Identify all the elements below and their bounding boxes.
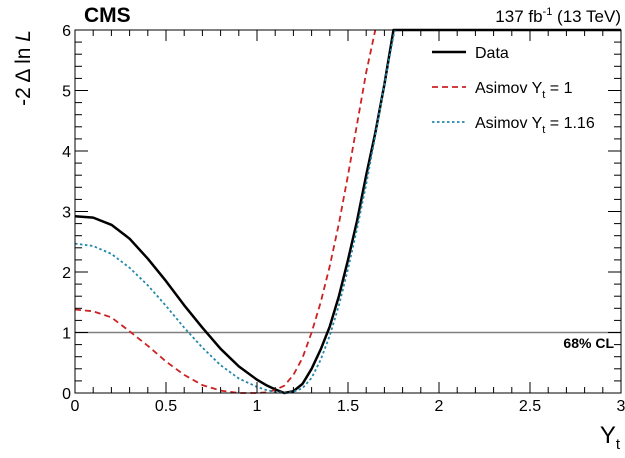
y-tick-label: 3 (62, 205, 71, 222)
y-tick-label: 0 (62, 386, 71, 403)
y-tick-label: 2 (62, 265, 71, 282)
x-tick-label: 2.5 (519, 398, 541, 415)
legend-data-label: Data (475, 45, 509, 62)
y-tick-label: 1 (62, 326, 71, 343)
x-tick-label: 3 (617, 398, 625, 415)
x-axis-title: Yt (600, 422, 621, 453)
x-tick-label: 0.5 (155, 398, 177, 415)
experiment-label: CMS (84, 4, 131, 27)
x-tick-label: 1 (253, 398, 262, 415)
y-tick-label: 6 (62, 23, 71, 40)
legend: Data Asimov Yt = 1 Asimov Yt = 1.16 (432, 45, 595, 136)
x-tick-label: 2 (435, 398, 444, 415)
series-line-2 (74, 29, 397, 394)
y-axis-title: -2 Δ ln L (12, 30, 35, 106)
x-tick-label: 1.5 (337, 398, 359, 415)
series-line-1 (74, 29, 377, 394)
cl-label: 68% CL (563, 335, 614, 351)
legend-asimov1-label: Asimov Yt = 1 (475, 80, 573, 101)
x-tick-label: 0 (71, 398, 80, 415)
series-line-0 (74, 28, 621, 395)
lumi-label: 137 fb-1 (13 TeV) (495, 6, 621, 26)
y-tick-label: 4 (62, 144, 71, 161)
y-tick-label: 5 (62, 84, 71, 101)
legend-asimov116-label: Asimov Yt = 1.16 (475, 115, 595, 136)
